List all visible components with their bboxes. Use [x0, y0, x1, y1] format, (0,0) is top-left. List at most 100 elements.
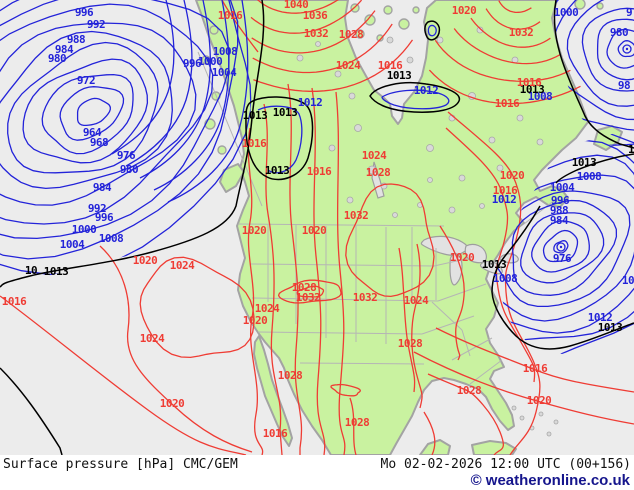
- pressure-value-labels: 9969929889849809729649689769809849929961…: [2, 0, 634, 440]
- svg-text:1012: 1012: [588, 311, 613, 324]
- svg-text:1032: 1032: [344, 209, 369, 222]
- svg-text:1016: 1016: [2, 295, 27, 308]
- svg-text:996: 996: [183, 57, 202, 70]
- small-lakes: [296, 26, 559, 437]
- svg-text:1008: 1008: [528, 90, 553, 103]
- svg-text:1020: 1020: [302, 224, 327, 237]
- svg-text:1020: 1020: [500, 169, 525, 182]
- isobars-1013-reference: [0, 0, 634, 455]
- svg-text:1016: 1016: [242, 137, 267, 150]
- valid-time-label: Mo 02-02-2026 12:00 UTC (00+156): [380, 457, 631, 472]
- svg-text:1032: 1032: [304, 27, 329, 40]
- svg-text:976: 976: [117, 149, 136, 162]
- svg-text:964: 964: [83, 126, 102, 139]
- landmass-north-america: [195, 0, 623, 455]
- svg-text:1016: 1016: [218, 9, 243, 22]
- svg-text:1024: 1024: [362, 149, 387, 162]
- svg-text:1013: 1013: [572, 156, 597, 169]
- svg-text:968: 968: [90, 136, 108, 149]
- svg-text:1016: 1016: [307, 165, 332, 178]
- svg-text:1004: 1004: [550, 181, 575, 194]
- svg-text:1020: 1020: [133, 254, 158, 267]
- svg-text:1024: 1024: [140, 332, 165, 345]
- pressure-map: 9969929889849809729649689769809849929961…: [0, 0, 634, 455]
- svg-text:1024: 1024: [255, 302, 280, 315]
- svg-text:972: 972: [77, 74, 95, 87]
- svg-text:980: 980: [48, 52, 66, 65]
- svg-text:1020: 1020: [527, 394, 552, 407]
- arctic-and-coastal-islands: [201, 0, 604, 155]
- svg-text:1016: 1016: [523, 362, 548, 375]
- svg-text:1008: 1008: [577, 170, 602, 183]
- svg-text:1013: 1013: [520, 83, 545, 96]
- svg-text:1040: 1040: [284, 0, 309, 11]
- svg-text:1013: 1013: [44, 265, 69, 278]
- svg-text:1008: 1008: [213, 45, 238, 58]
- svg-text:1024: 1024: [170, 259, 195, 272]
- svg-text:1004: 1004: [60, 238, 85, 251]
- svg-text:1028: 1028: [366, 166, 391, 179]
- svg-text:1024: 1024: [404, 294, 429, 307]
- state-borders: [197, 51, 561, 385]
- svg-text:996: 996: [551, 194, 570, 207]
- svg-text:1024: 1024: [336, 59, 361, 72]
- svg-text:1032: 1032: [296, 291, 321, 304]
- svg-text:1012: 1012: [298, 96, 323, 109]
- svg-text:1013: 1013: [243, 109, 268, 122]
- lake-superior: [420, 235, 469, 256]
- svg-text:984: 984: [93, 181, 112, 194]
- svg-text:1028: 1028: [339, 28, 364, 41]
- svg-text:1028: 1028: [398, 337, 423, 350]
- svg-text:10: 10: [622, 274, 634, 287]
- lakes: [296, 26, 559, 437]
- svg-text:984: 984: [550, 214, 569, 227]
- svg-text:996: 996: [95, 211, 114, 224]
- svg-text:1008: 1008: [493, 272, 518, 285]
- svg-text:1000: 1000: [198, 55, 223, 68]
- yucatan-peninsula: [419, 439, 451, 455]
- svg-text:1032: 1032: [353, 291, 378, 304]
- svg-text:992: 992: [87, 18, 105, 31]
- svg-text:992: 992: [88, 202, 106, 215]
- svg-text:980: 980: [610, 26, 628, 39]
- pacific-low-isobars: [0, 0, 252, 276]
- isobars-low-pressure: [0, 0, 634, 354]
- svg-text:1028: 1028: [292, 281, 317, 294]
- svg-text:1013: 1013: [482, 258, 507, 271]
- svg-text:1028: 1028: [345, 416, 370, 429]
- svg-text:1013: 1013: [387, 69, 412, 82]
- northeast-low-isobars: [554, 0, 634, 152]
- svg-text:980: 980: [120, 163, 138, 176]
- svg-text:1032: 1032: [509, 26, 534, 39]
- svg-text:1036: 1036: [303, 9, 328, 22]
- svg-text:1013: 1013: [265, 164, 290, 177]
- copyright-label: © weatheronline.co.uk: [470, 472, 630, 489]
- svg-text:1020: 1020: [242, 224, 267, 237]
- svg-text:1004: 1004: [212, 66, 237, 79]
- svg-text:984: 984: [55, 43, 74, 56]
- svg-text:1020: 1020: [452, 4, 477, 17]
- svg-text:1012: 1012: [492, 193, 517, 206]
- svg-text:1000: 1000: [554, 6, 579, 19]
- svg-text:10: 10: [25, 264, 37, 277]
- svg-text:1016: 1016: [493, 184, 518, 197]
- svg-text:988: 988: [67, 33, 85, 46]
- svg-text:1012: 1012: [414, 84, 439, 97]
- svg-text:1: 1: [628, 143, 634, 156]
- svg-text:1000: 1000: [72, 223, 97, 236]
- svg-text:1016: 1016: [378, 59, 403, 72]
- parameter-model-label: Surface pressure [hPa] CMC/GEM: [3, 457, 238, 472]
- generated-high-isobars: [139, 0, 581, 397]
- cuba-island: [471, 440, 517, 455]
- status-bar: Surface pressure [hPa] CMC/GEM Mo 02-02-…: [0, 455, 634, 490]
- svg-text:1020: 1020: [160, 397, 185, 410]
- isobars-high-pressure: [0, 0, 634, 455]
- svg-text:996: 996: [75, 6, 94, 19]
- svg-text:1013: 1013: [273, 106, 298, 119]
- svg-text:1028: 1028: [278, 369, 303, 382]
- svg-text:9: 9: [626, 6, 632, 19]
- svg-text:1008: 1008: [99, 232, 124, 245]
- svg-text:1016: 1016: [517, 76, 542, 89]
- vancouver-island: [219, 163, 245, 193]
